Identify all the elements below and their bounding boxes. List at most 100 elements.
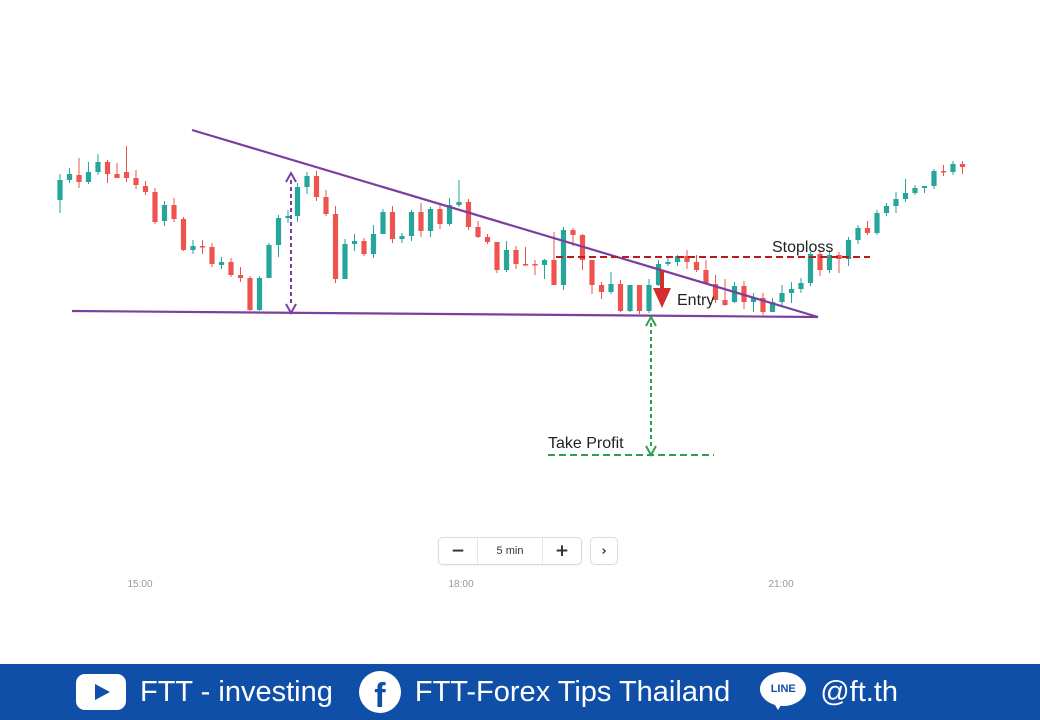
candle-up [161, 201, 168, 226]
candle-down [589, 260, 595, 294]
candle-down [180, 217, 187, 251]
candle-down [636, 285, 643, 314]
candle-up [608, 272, 614, 294]
candle-up [950, 161, 956, 175]
candle-down [722, 279, 728, 306]
line-account[interactable]: LINE @ft.th [760, 672, 898, 712]
entry-arrow [653, 270, 671, 308]
candle-up [921, 186, 928, 193]
candle-down [323, 190, 329, 216]
take-profit-label: Take Profit [548, 435, 624, 452]
candle-up [826, 250, 833, 273]
candle-up [655, 260, 662, 286]
candle-down [123, 146, 130, 182]
candle-down [598, 282, 605, 299]
candlestick-chart: Stoploss Entry Take Profit 15:00 18:00 2… [57, 128, 966, 590]
zoom-in-button[interactable]: + [554, 541, 570, 561]
candle-up [256, 276, 263, 311]
candle-up [190, 240, 196, 254]
candle-up [370, 225, 377, 258]
candle-up [769, 298, 776, 312]
candle-down [76, 158, 82, 188]
stoploss-label: Stoploss [772, 239, 833, 256]
candle-down [712, 275, 719, 303]
candle-up [456, 180, 462, 207]
candle-down [940, 165, 947, 176]
facebook-icon: f [358, 671, 401, 713]
candle-down [389, 206, 396, 243]
candle-down [142, 181, 149, 195]
youtube-channel[interactable]: FTT - investing [76, 674, 333, 710]
candle-down [513, 246, 519, 269]
candle-down [237, 267, 244, 282]
youtube-icon [76, 674, 126, 710]
triangle-lower-line [71, 309, 819, 319]
candle-down [437, 203, 443, 229]
candle-down [551, 232, 557, 285]
interval-label[interactable]: 5 min [477, 538, 543, 564]
candle-up [560, 227, 567, 290]
candle-up [798, 278, 804, 293]
candle-down [959, 161, 966, 174]
candles-layer [57, 146, 966, 315]
zoom-out-button[interactable]: − [450, 541, 466, 561]
candle-down [760, 293, 766, 315]
candle-up [893, 192, 899, 213]
candle-up [788, 282, 795, 303]
candle-down [152, 188, 158, 224]
candle-down [817, 250, 823, 276]
line-icon: LINE [760, 672, 807, 712]
candle-down [361, 238, 367, 256]
candle-up [266, 243, 272, 278]
candle-down [104, 160, 111, 183]
candle-down [465, 199, 472, 230]
take-profit-arrow [645, 314, 657, 458]
x-tick-label: 21:00 [768, 579, 793, 590]
candle-up [912, 185, 918, 195]
candle-down [864, 221, 871, 235]
candle-up [57, 174, 63, 213]
candle-down [171, 198, 177, 222]
candle-up [218, 257, 225, 269]
candle-up [902, 179, 909, 202]
candle-up [446, 198, 453, 226]
candle-down [522, 247, 529, 266]
candle-up [779, 285, 785, 307]
candle-up [66, 168, 73, 183]
entry-label: Entry [677, 292, 714, 309]
candle-up [351, 234, 358, 251]
triangle-upper-line [191, 128, 819, 319]
candle-down [199, 240, 206, 254]
candle-up [883, 203, 890, 216]
candle-up [646, 279, 652, 313]
candle-down [617, 280, 624, 312]
candle-down [332, 206, 339, 283]
candle-up [503, 241, 510, 272]
candle-up [874, 210, 880, 235]
scroll-forward-button[interactable]: › [590, 537, 618, 565]
candle-down [228, 258, 234, 277]
candle-down [532, 260, 538, 275]
candle-down [684, 250, 690, 269]
x-tick-label: 18:00 [448, 579, 473, 590]
candle-down [494, 242, 500, 273]
candle-down [703, 260, 709, 284]
candle-down [133, 170, 139, 189]
candle-down [209, 243, 215, 267]
candle-up [750, 293, 757, 312]
youtube-channel-name: FTT - investing [140, 675, 333, 708]
facebook-page[interactable]: f FTT-Forex Tips Thailand [358, 671, 730, 713]
candle-up [408, 210, 415, 241]
candle-up [845, 237, 852, 266]
candle-down [579, 234, 586, 270]
candle-up [855, 225, 861, 244]
candle-up [541, 259, 548, 279]
candle-up [285, 210, 291, 223]
candle-up [931, 169, 937, 189]
candle-up [275, 215, 282, 257]
candle-down [475, 221, 481, 238]
candle-down [484, 234, 491, 244]
candle-down [114, 163, 120, 178]
candle-up [304, 172, 310, 194]
zoom-control: − 5 min + [438, 537, 582, 565]
